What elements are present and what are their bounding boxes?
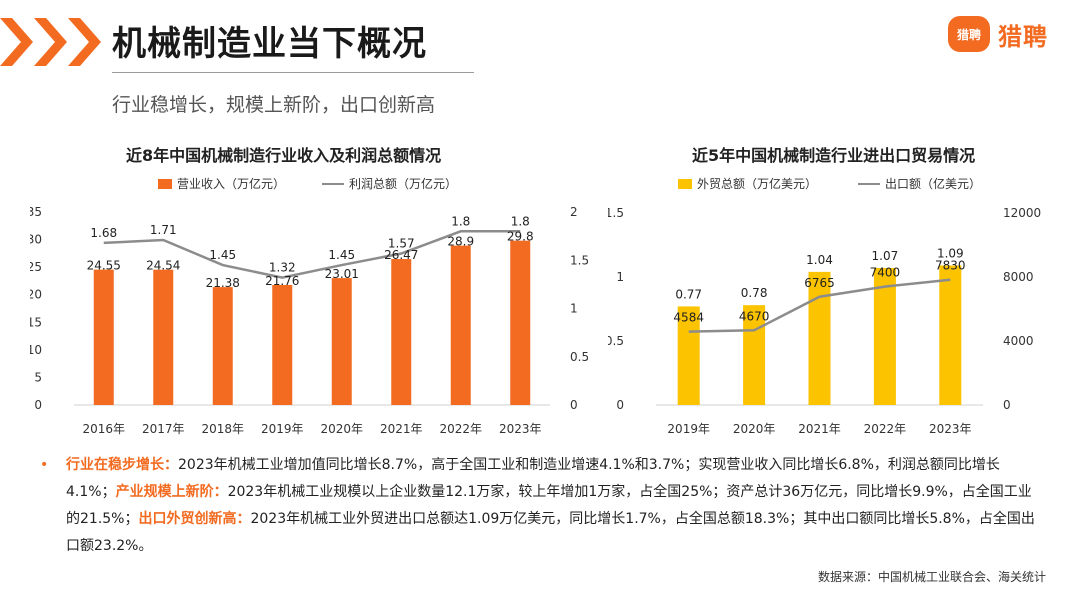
c2-bar-label-1: 0.78 bbox=[741, 286, 768, 300]
c2-bar-2 bbox=[808, 271, 831, 405]
c1-line-label-0: 1.68 bbox=[90, 226, 117, 240]
c1-line-label-7: 1.8 bbox=[511, 214, 530, 228]
c2-bar-4 bbox=[939, 265, 962, 405]
revenue-profit-chart: 营业收入（万亿元） 利润总额（万亿元） 0 5 10 15 20 25 30 35 0 0.5 1 1.5… bbox=[30, 176, 589, 436]
c2-legend-bar-label: 外贸总额（万亿美元） bbox=[697, 176, 817, 191]
c1-category-4: 2020年 bbox=[320, 422, 363, 436]
c1-bar-0 bbox=[93, 269, 114, 405]
c2-bar-label-0: 0.77 bbox=[675, 287, 702, 301]
c2-line-label-4: 7830 bbox=[935, 259, 966, 273]
c2-y-left-tick-3: 1.5 bbox=[608, 206, 624, 220]
c1-bar-label-7: 29.8 bbox=[507, 230, 534, 244]
summary-text-1: 2023年机械工业增加值同比增长8.7%，高于全国工业和制造业增速4.1%和3.… bbox=[66, 457, 1000, 500]
c2-y-right-tick-0: 0 bbox=[1003, 398, 1011, 412]
c1-line-label-5: 1.57 bbox=[388, 236, 415, 250]
c1-bar-label-1: 24.54 bbox=[146, 259, 180, 273]
c1-line-label-6: 1.8 bbox=[451, 214, 470, 228]
chart2-title: 近5年中国机械制造行业进出口贸易情况 bbox=[692, 146, 976, 165]
c1-legend-bar-label: 营业收入（万亿元） bbox=[177, 176, 285, 191]
summary-text-3: 2023年机械工业外贸进出口总额达1.09万亿美元，同比增长1.7%，占全国总额… bbox=[66, 511, 1035, 554]
c1-y-left-tick-0: 0 bbox=[34, 398, 42, 412]
c1-bar-2 bbox=[212, 287, 233, 405]
c2-category-4: 2023年 bbox=[929, 422, 972, 436]
chart1-title: 近8年中国机械制造行业收入及利润总额情况 bbox=[126, 146, 442, 165]
liepin-logo: 猎聘 猎聘 bbox=[948, 16, 1048, 52]
page-subtitle: 行业稳增长，规模上新阶，出口创新高 bbox=[112, 94, 436, 116]
c2-category-1: 2020年 bbox=[733, 422, 776, 436]
summary-text-2: 2023年机械工业规模以上企业数量12.1万家，较上年增加1万家，占全国25%；… bbox=[66, 484, 1032, 527]
c1-bar-3 bbox=[272, 285, 293, 405]
summary-highlight-1: 行业在稳步增长： bbox=[66, 457, 178, 473]
c2-y-right-tick-2: 8000 bbox=[1003, 270, 1034, 284]
c1-bar-label-5: 26.47 bbox=[384, 248, 418, 262]
trade-chart: 外贸总额（万亿美元） 出口额（亿美元） 0 0.5 1 1.5 0 4000 8000 12000… bbox=[608, 176, 1041, 436]
c1-category-5: 2021年 bbox=[380, 422, 423, 436]
c2-bar-3 bbox=[873, 268, 896, 405]
logo-badge: 猎聘 bbox=[948, 16, 990, 52]
c1-line-label-3: 1.32 bbox=[269, 261, 296, 275]
summary-text: • 行业在稳步增长：2023年机械工业增加值同比增长8.7%，高于全国工业和制造… bbox=[40, 452, 1040, 560]
c2-legend-line-label: 出口额（亿美元） bbox=[885, 176, 981, 191]
c2-line-label-2: 6765 bbox=[804, 276, 835, 290]
c1-category-1: 2017年 bbox=[142, 422, 185, 436]
summary-highlight-3: 出口外贸创新高： bbox=[138, 511, 251, 527]
chevron-arrows-icon bbox=[0, 18, 101, 66]
c2-y-right-tick-3: 12000 bbox=[1003, 206, 1041, 220]
c1-bar-7 bbox=[510, 240, 531, 405]
c2-bar-label-4: 1.09 bbox=[937, 246, 964, 260]
c1-y-right-tick-1: 0.5 bbox=[570, 350, 589, 364]
c1-y-right-tick-0: 0 bbox=[570, 398, 578, 412]
c1-bar-label-2: 21.38 bbox=[206, 276, 240, 290]
c1-bar-4 bbox=[331, 278, 352, 405]
c1-y-left-tick-7: 35 bbox=[30, 205, 42, 219]
c1-profit-line bbox=[103, 230, 521, 279]
page-title: 机械制造业当下概况 bbox=[112, 24, 427, 64]
c1-category-6: 2022年 bbox=[439, 422, 482, 436]
c1-bar-6 bbox=[450, 245, 471, 405]
c1-y-right-tick-4: 2 bbox=[570, 205, 578, 219]
c1-bar-label-3: 21.76 bbox=[265, 274, 299, 288]
c2-bar-label-3: 1.07 bbox=[872, 249, 899, 263]
c1-y-left-tick-5: 25 bbox=[30, 260, 42, 274]
c1-category-3: 2019年 bbox=[261, 422, 304, 436]
c2-category-0: 2019年 bbox=[667, 422, 710, 436]
c2-profit-line bbox=[688, 278, 951, 333]
c1-line-label-2: 1.45 bbox=[209, 248, 236, 262]
c1-bar-5 bbox=[391, 259, 412, 405]
c1-y-right-tick-2: 1 bbox=[570, 302, 578, 316]
c2-y-left-tick-0: 0 bbox=[616, 398, 624, 412]
data-source: 数据来源：中国机械工业联合会、海关统计 bbox=[817, 570, 1046, 584]
c1-line-label-1: 1.71 bbox=[150, 223, 177, 237]
c1-legend-bar-swatch bbox=[158, 179, 172, 189]
c2-y-left-tick-2: 1 bbox=[616, 270, 624, 284]
c1-y-left-tick-3: 15 bbox=[30, 315, 42, 329]
c1-bar-label-0: 24.55 bbox=[87, 259, 121, 273]
c2-category-3: 2022年 bbox=[864, 422, 907, 436]
c2-legend-bar-swatch bbox=[678, 179, 692, 189]
c1-y-left-tick-4: 20 bbox=[30, 288, 42, 302]
c2-line-label-3: 7400 bbox=[870, 266, 901, 280]
c2-line-label-0: 4584 bbox=[673, 311, 704, 325]
bullet-icon: • bbox=[40, 457, 49, 473]
c1-bar-label-6: 28.9 bbox=[447, 235, 474, 249]
c1-y-right-tick-3: 1.5 bbox=[570, 253, 589, 267]
c1-bar-1 bbox=[153, 269, 174, 405]
c1-bar-label-4: 23.01 bbox=[325, 267, 359, 281]
c1-legend-line-label: 利润总额（万亿元） bbox=[349, 176, 457, 191]
title-divider bbox=[112, 72, 474, 73]
c1-category-0: 2016年 bbox=[82, 422, 125, 436]
logo-wordmark: 猎聘 bbox=[998, 22, 1048, 51]
c1-y-left-tick-6: 30 bbox=[30, 233, 42, 247]
c1-category-2: 2018年 bbox=[201, 422, 244, 436]
c1-y-left-tick-1: 5 bbox=[34, 370, 42, 384]
c1-y-left-tick-2: 10 bbox=[30, 343, 42, 357]
c2-line-label-1: 4670 bbox=[739, 309, 770, 323]
summary-highlight-2: 产业规模上新阶： bbox=[115, 484, 228, 500]
c1-category-7: 2023年 bbox=[499, 422, 542, 436]
c2-y-left-tick-1: 0.5 bbox=[608, 334, 624, 348]
c2-y-right-tick-1: 4000 bbox=[1003, 334, 1034, 348]
c1-line-label-4: 1.45 bbox=[328, 248, 355, 262]
c2-bar-label-2: 1.04 bbox=[806, 253, 833, 267]
c2-category-2: 2021年 bbox=[798, 422, 841, 436]
